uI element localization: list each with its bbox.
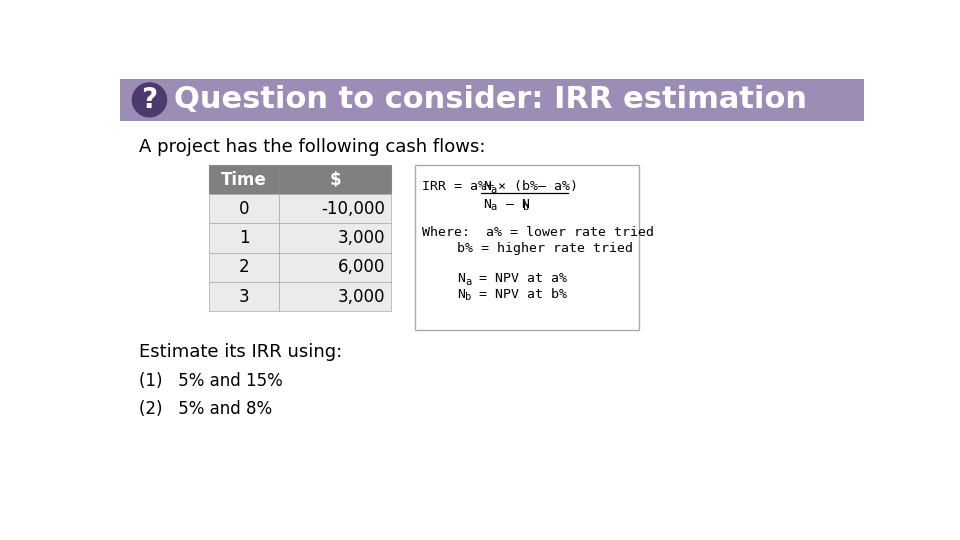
Text: × (b%– a%): × (b%– a%): [498, 180, 578, 193]
Text: A project has the following cash flows:: A project has the following cash flows:: [139, 138, 486, 156]
Text: 6,000: 6,000: [338, 258, 385, 276]
Text: $: $: [329, 171, 341, 188]
Text: b% = higher rate tried: b% = higher rate tried: [457, 241, 634, 254]
Text: – N: – N: [498, 198, 530, 211]
Text: (2)   5% and 8%: (2) 5% and 8%: [139, 400, 273, 418]
Text: 1: 1: [239, 229, 250, 247]
FancyBboxPatch shape: [278, 194, 392, 224]
Text: 3,000: 3,000: [338, 229, 385, 247]
Text: Where:  a% = lower rate tried: Where: a% = lower rate tried: [422, 226, 655, 239]
FancyBboxPatch shape: [209, 194, 278, 224]
Text: 3,000: 3,000: [338, 288, 385, 306]
Text: a: a: [491, 185, 496, 194]
Text: (1)   5% and 15%: (1) 5% and 15%: [139, 372, 283, 390]
FancyBboxPatch shape: [415, 165, 639, 330]
FancyBboxPatch shape: [120, 79, 864, 121]
Text: = NPV at b%: = NPV at b%: [471, 288, 567, 301]
Text: N: N: [457, 288, 466, 301]
Text: Question to consider: IRR estimation: Question to consider: IRR estimation: [175, 85, 807, 114]
Text: Time: Time: [221, 171, 267, 188]
Text: b: b: [465, 292, 471, 302]
Text: 0: 0: [239, 200, 250, 218]
Text: ?: ?: [141, 86, 157, 114]
Text: a: a: [491, 202, 496, 212]
FancyBboxPatch shape: [209, 165, 278, 194]
Text: N: N: [457, 272, 466, 285]
Text: IRR = a%+: IRR = a%+: [422, 180, 494, 193]
FancyBboxPatch shape: [209, 224, 278, 253]
Text: N: N: [483, 180, 491, 193]
Circle shape: [132, 83, 166, 117]
Text: b: b: [523, 202, 529, 212]
Text: 2: 2: [239, 258, 250, 276]
FancyBboxPatch shape: [278, 282, 392, 311]
Text: Estimate its IRR using:: Estimate its IRR using:: [139, 343, 343, 361]
FancyBboxPatch shape: [278, 224, 392, 253]
Text: -10,000: -10,000: [322, 200, 385, 218]
FancyBboxPatch shape: [209, 253, 278, 282]
FancyBboxPatch shape: [278, 253, 392, 282]
Text: 3: 3: [239, 288, 250, 306]
FancyBboxPatch shape: [209, 282, 278, 311]
Text: a: a: [465, 277, 471, 287]
FancyBboxPatch shape: [278, 165, 392, 194]
Text: = NPV at a%: = NPV at a%: [471, 272, 567, 285]
Text: N: N: [483, 198, 491, 211]
